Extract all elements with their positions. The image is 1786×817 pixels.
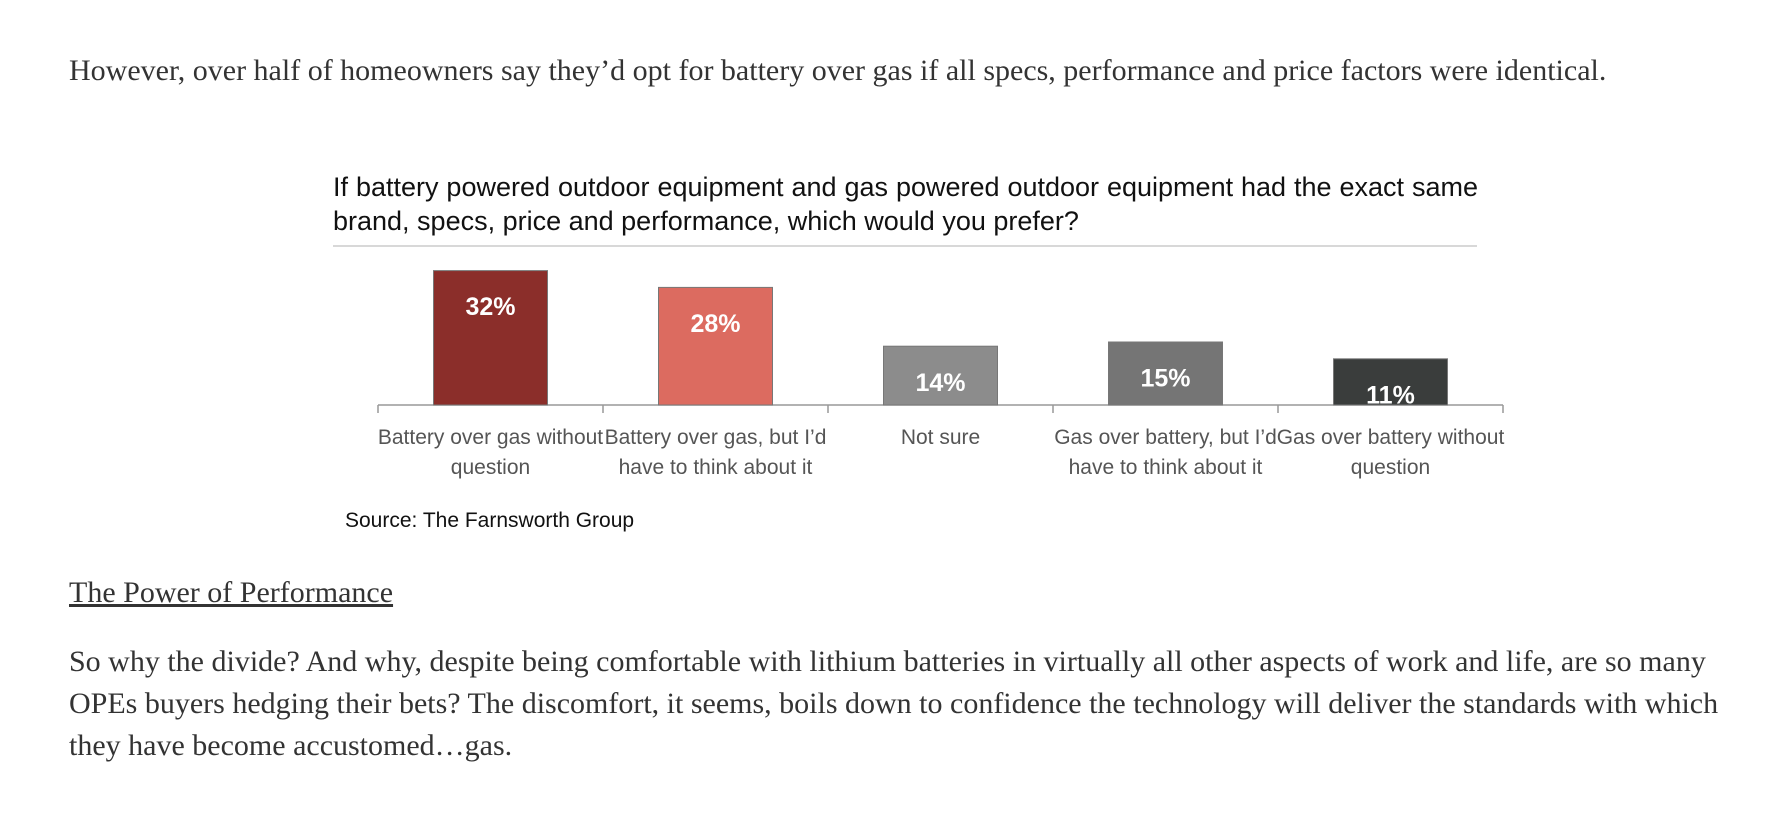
body-paragraph: So why the divide? And why, despite bein… — [69, 645, 1719, 762]
bar-value-label: 11% — [1366, 381, 1415, 409]
category-label: Gas over battery, but I’d have to think … — [1054, 426, 1277, 479]
bar — [433, 270, 548, 406]
bar-value-label: 28% — [690, 310, 740, 338]
category-label: Gas over battery without question — [1276, 426, 1505, 479]
category-label: Battery over gas without question — [377, 426, 604, 479]
category-label: Battery over gas, but I’d have to think … — [604, 426, 827, 479]
bar — [1108, 341, 1223, 406]
category-label: Not sure — [900, 426, 981, 449]
intro-paragraph: However, over half of homeowners say the… — [69, 54, 1607, 87]
bar-value-label: 15% — [1140, 365, 1190, 393]
chart-title: If battery powered outdoor equipment and… — [333, 172, 1478, 236]
bar — [1333, 358, 1448, 406]
bar — [883, 345, 998, 406]
bar-value-label: 14% — [915, 369, 965, 397]
bar — [658, 286, 773, 406]
source: Source: The Farnsworth Group — [345, 509, 635, 532]
section-heading: The Power of Performance — [69, 576, 394, 609]
bar-value-label: 32% — [465, 293, 515, 321]
